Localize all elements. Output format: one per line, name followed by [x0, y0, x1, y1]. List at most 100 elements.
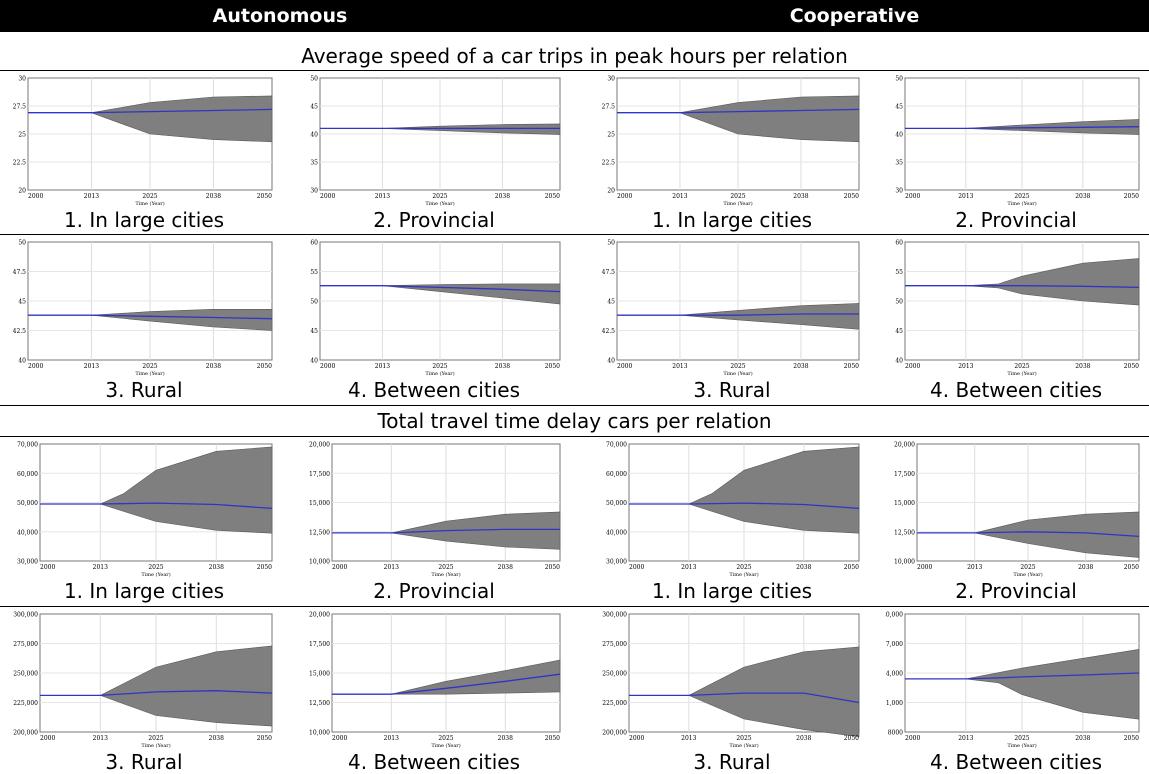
- confidence-band: [28, 95, 273, 143]
- y-tick-label: 10,000: [309, 559, 330, 566]
- chart-panel: 30 35 40 45 50 2000 2013 2025 2038 2050 Time (Year…: [300, 74, 568, 232]
- chart-caption: 3. Rural: [105, 378, 183, 402]
- confidence-band: [629, 446, 860, 534]
- chart-svg: 30,000 40,000 50,000 60,000 70,000 2000 2013 20…: [606, 442, 860, 578]
- chart-svg: 40 42.5 45 47.5 50 2000 2013 2025 2038 2050 Time (…: [602, 240, 860, 377]
- x-tick-label: 2013: [967, 564, 982, 571]
- x-tick-label: 2050: [1124, 193, 1139, 200]
- y-tick-label: 50: [895, 299, 903, 306]
- chart-caption: 1. In large cities: [63, 208, 225, 232]
- y-tick-label: 45: [895, 328, 903, 335]
- y-tick-label: 40: [310, 358, 318, 365]
- y-tick-label: 40: [310, 132, 318, 139]
- y-tick-label: 250,000: [602, 671, 627, 678]
- x-tick-label: 2038: [796, 735, 811, 742]
- y-tick-label: 40: [607, 358, 615, 365]
- y-tick-label: 50: [310, 299, 318, 306]
- x-tick-label: 2013: [384, 564, 399, 571]
- divider: [0, 70, 1149, 71]
- x-tick-label: 2013: [84, 363, 99, 370]
- x-tick-label: 2050: [257, 735, 272, 742]
- x-axis-label: Time (Year): [141, 571, 170, 578]
- y-tick-label: 40,000: [17, 529, 38, 536]
- divider: [0, 234, 1149, 235]
- y-tick-label: 17,500: [309, 471, 330, 478]
- y-tick-label: 20,000: [894, 442, 915, 449]
- chart-panel: 40 45 50 55 60 2000 2013 2025 2038 2050 Time (Year…: [885, 238, 1147, 402]
- confidence-band: [40, 645, 273, 727]
- x-tick-label: 2013: [672, 363, 687, 370]
- x-tick-label: 2013: [958, 363, 973, 370]
- y-tick-label: 10,000: [894, 559, 915, 566]
- y-tick-label: 40: [895, 358, 903, 365]
- x-tick-label: 2000: [320, 363, 335, 370]
- x-tick-label: 2038: [206, 193, 221, 200]
- x-tick-label: 2025: [142, 363, 157, 370]
- chart-caption: 1. In large cities: [651, 208, 813, 232]
- x-tick-label: 2000: [40, 735, 55, 742]
- x-tick-label: 2038: [498, 735, 513, 742]
- chart-svg: 40 45 50 55 60 2000 2013 2025 2038 2050 Time (Year…: [310, 240, 561, 377]
- chart-caption: 2. Provincial: [373, 579, 495, 603]
- x-axis-label: Time (Year): [135, 200, 164, 207]
- x-tick-label: 2050: [545, 564, 560, 571]
- y-tick-label: 30: [310, 188, 318, 195]
- section-title-speed: Average speed of a car trips in peak hou…: [301, 44, 848, 68]
- chart-svg: 40 42.5 45 47.5 50 2000 2013 2025 2038 2050 Time (…: [13, 240, 273, 377]
- x-axis-label: Time (Year): [1007, 370, 1036, 377]
- mean-series-line: [332, 528, 560, 534]
- chart-panel: 20 22.5 25 27.5 30 2000 2013 2025 2038 2050 Time (…: [8, 74, 280, 232]
- chart-caption: 2. Provincial: [373, 208, 495, 232]
- mean-series-line: [28, 108, 273, 114]
- chart-caption: 4. Between cities: [348, 750, 520, 774]
- mean-series-line: [40, 502, 273, 510]
- confidence-band: [629, 646, 860, 738]
- x-axis-label: Time (Year): [425, 200, 454, 207]
- chart-panel: 8000 11,000 14,000 17,000 20,000 2000 2013 2025…: [885, 610, 1147, 774]
- x-tick-label: 2013: [375, 193, 390, 200]
- y-tick-label: 50,000: [17, 500, 38, 507]
- x-tick-label: 2013: [958, 193, 973, 200]
- x-tick-label: 2025: [432, 193, 447, 200]
- x-tick-label: 2000: [617, 193, 632, 200]
- y-tick-label: 35: [310, 160, 318, 167]
- chart-panel: 30 35 40 45 50 2000 2013 2025 2038 2050 Time (Year…: [885, 74, 1147, 232]
- y-tick-label: 300,000: [602, 612, 627, 619]
- divider: [0, 606, 1149, 607]
- x-axis-label: Time (Year): [729, 742, 758, 749]
- x-tick-label: 2038: [495, 363, 510, 370]
- chart-panel: 10,000 12,500 15,000 17,500 20,000 2000 2013 20…: [300, 610, 568, 774]
- chart-caption: 4. Between cities: [348, 378, 520, 402]
- y-tick-label: 14,000: [885, 671, 903, 678]
- chart-svg: 20 22.5 25 27.5 30 2000 2013 2025 2038 2050 Time (…: [602, 76, 860, 207]
- y-tick-label: 20,000: [309, 612, 330, 619]
- x-tick-label: 2025: [438, 564, 453, 571]
- x-tick-label: 2000: [629, 735, 644, 742]
- x-axis-label: Time (Year): [723, 200, 752, 207]
- chart-caption: 2. Provincial: [955, 208, 1077, 232]
- x-axis-label: Time (Year): [729, 571, 758, 578]
- x-axis-label: Time (Year): [431, 571, 460, 578]
- chart-panel: 20 22.5 25 27.5 30 2000 2013 2025 2038 2050 Time (…: [597, 74, 867, 232]
- x-tick-label: 2038: [793, 363, 808, 370]
- y-tick-label: 50: [895, 76, 903, 83]
- x-tick-label: 2025: [1014, 193, 1029, 200]
- x-tick-label: 2050: [844, 363, 859, 370]
- y-tick-label: 55: [310, 269, 318, 276]
- x-tick-label: 2038: [1075, 735, 1090, 742]
- x-tick-label: 2050: [1124, 735, 1139, 742]
- confidence-band: [917, 511, 1140, 558]
- header-cooperative: Cooperative: [560, 0, 1149, 32]
- y-tick-label: 25: [607, 132, 615, 139]
- y-tick-label: 17,500: [894, 471, 915, 478]
- x-tick-label: 2000: [320, 193, 335, 200]
- x-tick-label: 2000: [40, 564, 55, 571]
- chart-caption: 4. Between cities: [930, 378, 1102, 402]
- x-tick-label: 2013: [93, 735, 108, 742]
- x-axis-label: Time (Year): [1013, 571, 1042, 578]
- x-tick-label: 2013: [93, 564, 108, 571]
- y-tick-label: 15,000: [309, 500, 330, 507]
- x-tick-label: 2013: [672, 193, 687, 200]
- chart-svg: 30 35 40 45 50 2000 2013 2025 2038 2050 Time (Year…: [310, 76, 561, 207]
- chart-svg: 10,000 12,500 15,000 17,500 20,000 2000 2013 20…: [309, 442, 561, 578]
